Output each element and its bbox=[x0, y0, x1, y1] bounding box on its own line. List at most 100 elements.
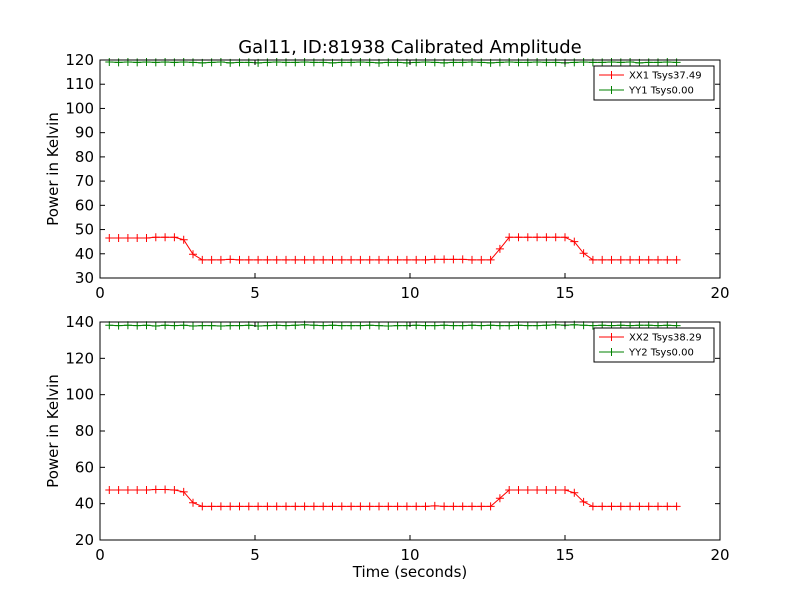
data-point bbox=[207, 255, 216, 264]
data-point bbox=[365, 321, 374, 330]
data-point bbox=[505, 321, 514, 330]
data-point bbox=[151, 321, 160, 330]
x-tick-label: 5 bbox=[250, 284, 260, 302]
series-xx2 bbox=[105, 485, 681, 511]
data-point bbox=[588, 255, 597, 264]
data-point bbox=[579, 497, 588, 506]
data-point bbox=[402, 255, 411, 264]
data-point bbox=[105, 57, 114, 66]
y-tick-label: 60 bbox=[75, 196, 94, 214]
data-point bbox=[598, 502, 607, 511]
y-tick-label: 120 bbox=[65, 51, 94, 69]
data-point bbox=[347, 502, 356, 511]
data-point bbox=[393, 255, 402, 264]
data-point bbox=[486, 321, 495, 330]
legend-entry-label: YY1 Tsys0.00 bbox=[628, 86, 694, 97]
data-point bbox=[282, 502, 290, 511]
data-point bbox=[337, 255, 346, 264]
data-point bbox=[105, 234, 114, 243]
data-point bbox=[254, 255, 263, 264]
y-tick-label: 80 bbox=[75, 422, 94, 440]
data-point bbox=[477, 255, 486, 264]
data-point bbox=[440, 502, 449, 511]
data-point bbox=[672, 502, 681, 511]
data-point bbox=[282, 321, 290, 330]
y-tick-label: 100 bbox=[65, 99, 94, 117]
legend-entry-label: XX1 Tsys37.49 bbox=[629, 71, 702, 82]
data-point bbox=[114, 486, 123, 495]
data-point bbox=[179, 321, 188, 330]
data-point bbox=[198, 255, 207, 264]
x-tick-label: 20 bbox=[710, 284, 729, 302]
y-tick-label: 120 bbox=[65, 349, 94, 367]
x-tick-label: 15 bbox=[555, 284, 574, 302]
plot-top: 0 5 10 15 20 30 40 50 60 70 80 90 100 110 120 Power in … bbox=[44, 51, 730, 302]
y-tick-label: 40 bbox=[75, 495, 94, 513]
data-point bbox=[542, 486, 551, 495]
data-point bbox=[263, 502, 272, 511]
x-axis-label: Time (seconds) bbox=[352, 563, 468, 581]
data-point bbox=[458, 255, 467, 264]
y-axis-label: Power in Kelvin bbox=[44, 112, 62, 226]
data-point bbox=[402, 502, 411, 511]
data-point bbox=[616, 255, 625, 264]
data-point bbox=[440, 255, 449, 264]
data-point bbox=[663, 502, 672, 511]
data-point bbox=[319, 321, 328, 330]
data-point bbox=[430, 501, 439, 510]
legend-entry-label: XX2 Tsys38.29 bbox=[629, 333, 702, 344]
x-tick-label: 0 bbox=[95, 546, 105, 564]
data-point bbox=[551, 233, 560, 242]
data-point bbox=[533, 486, 542, 495]
data-point bbox=[161, 485, 170, 494]
series-xx1 bbox=[105, 233, 681, 264]
data-point bbox=[626, 502, 635, 511]
chart-title: Gal11, ID:81938 Calibrated Amplitude bbox=[238, 37, 582, 58]
data-point bbox=[393, 502, 402, 511]
data-point bbox=[588, 502, 597, 511]
data-point bbox=[142, 234, 151, 243]
y-axis-label: Power in Kelvin bbox=[44, 374, 62, 488]
data-point bbox=[375, 502, 383, 511]
data-point bbox=[607, 57, 616, 66]
y-tick-label: 90 bbox=[75, 124, 94, 142]
data-point bbox=[179, 487, 188, 496]
legend-box bbox=[593, 327, 715, 363]
data-point bbox=[477, 502, 486, 511]
data-point bbox=[607, 502, 616, 511]
data-point bbox=[309, 255, 318, 264]
data-point bbox=[226, 502, 235, 511]
data-point bbox=[142, 486, 151, 495]
data-point bbox=[133, 321, 142, 330]
data-point bbox=[616, 502, 625, 511]
data-point bbox=[142, 57, 151, 66]
data-point bbox=[226, 321, 235, 330]
data-point bbox=[226, 255, 235, 264]
data-point bbox=[514, 321, 523, 330]
data-point bbox=[319, 255, 328, 264]
data-point bbox=[523, 233, 532, 242]
data-point bbox=[356, 57, 365, 66]
data-point bbox=[449, 255, 458, 264]
data-point bbox=[328, 321, 337, 330]
data-point bbox=[412, 502, 421, 511]
legend-swatch-marker bbox=[607, 348, 616, 356]
data-point bbox=[542, 233, 551, 242]
data-point bbox=[533, 57, 542, 66]
x-tick-label: 20 bbox=[710, 546, 729, 564]
data-point bbox=[161, 233, 170, 242]
data-point bbox=[458, 502, 467, 511]
data-point bbox=[356, 321, 365, 330]
data-point bbox=[468, 502, 476, 511]
data-point bbox=[300, 57, 309, 66]
data-point bbox=[486, 255, 495, 264]
data-point bbox=[189, 498, 197, 507]
data-point bbox=[635, 502, 644, 511]
y-tick-label: 60 bbox=[75, 458, 94, 476]
data-point bbox=[328, 502, 337, 511]
y-tick-label: 30 bbox=[75, 269, 94, 287]
data-point bbox=[272, 321, 281, 330]
data-point bbox=[635, 255, 644, 264]
data-point bbox=[468, 255, 476, 264]
data-point bbox=[198, 321, 207, 330]
